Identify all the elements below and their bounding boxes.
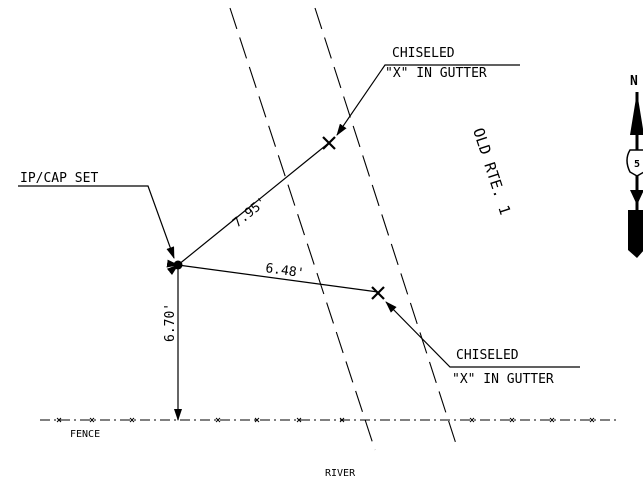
- chiseled-x-top: [322, 136, 336, 150]
- fence-label: FENCE: [70, 429, 100, 440]
- ip-cap-label: IP/CAP SET: [20, 171, 98, 186]
- chiseled-x-bottom: [371, 286, 385, 300]
- road-edge-right: [314, 7, 459, 451]
- leader-chiseled-bottom: [385, 301, 580, 368]
- north-arrow-icon: N 5: [626, 74, 643, 258]
- road-edge-left: [229, 7, 376, 451]
- chiseled-top-label-line2: "X" IN GUTTER: [385, 66, 487, 81]
- dimension-line-bottom: [166, 259, 379, 293]
- river-label: RIVER: [325, 468, 356, 479]
- leader-ip-cap: [18, 185, 175, 259]
- dimension-label-top: 7.95': [230, 195, 270, 231]
- chiseled-bottom-label-line2: "X" IN GUTTER: [452, 372, 554, 387]
- svg-text:5: 5: [634, 159, 640, 170]
- leader-chiseled-top: [336, 64, 520, 136]
- fence-x-marks: [56, 417, 595, 423]
- road-name-label: OLD RTE. 1: [469, 126, 514, 217]
- chiseled-bottom-label-line1: CHISELED: [456, 348, 519, 363]
- dimension-label-fence: 6.70': [163, 303, 178, 342]
- chiseled-top-label-line1: CHISELED: [392, 46, 455, 61]
- dimension-label-bottom: 6.48': [264, 261, 305, 281]
- svg-text:N: N: [630, 74, 638, 89]
- dimension-line-top: [166, 141, 331, 276]
